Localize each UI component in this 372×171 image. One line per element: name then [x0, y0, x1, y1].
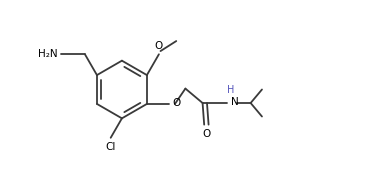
Text: H: H: [227, 85, 234, 95]
Text: O: O: [202, 129, 211, 139]
Text: H₂N: H₂N: [38, 49, 58, 59]
Text: O: O: [155, 41, 163, 51]
Text: Cl: Cl: [106, 142, 116, 152]
Text: O: O: [172, 98, 180, 108]
Text: N: N: [231, 97, 238, 107]
